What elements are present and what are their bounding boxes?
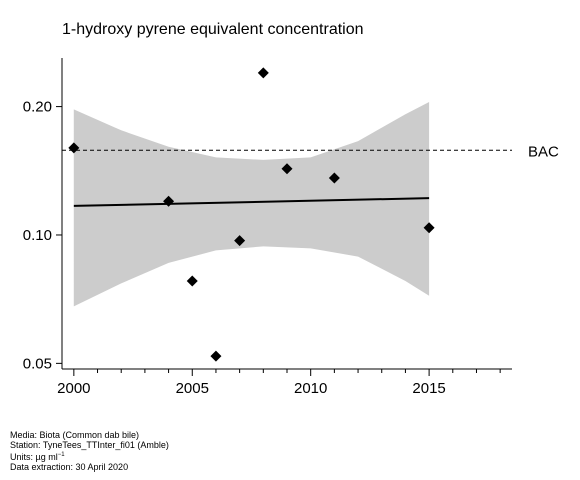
y-tick-label: 0.10	[23, 227, 52, 244]
data-point	[234, 235, 246, 247]
data-point	[328, 172, 340, 184]
footer-units: Units: µg ml−1	[10, 450, 169, 462]
data-point	[257, 67, 269, 79]
chart-footer: Media: Biota (Common dab bile) Station: …	[10, 430, 169, 472]
x-tick-label: 2010	[294, 380, 327, 397]
footer-extraction: Data extraction: 30 April 2020	[10, 462, 129, 472]
chart-title: 1-hydroxy pyrene equivalent concentratio…	[62, 21, 364, 38]
footer-units-text: Units: µg ml	[10, 452, 58, 462]
y-tick-label: 0.20	[23, 99, 52, 116]
data-point	[186, 275, 198, 287]
axes: 0.05 0.10 0.20 2000 2005 2010 2015	[23, 58, 512, 397]
footer-units-exponent: −1	[57, 452, 65, 458]
data-point	[210, 350, 222, 362]
plot-area: BAC	[62, 67, 559, 362]
x-tick-label: 2000	[57, 380, 90, 397]
data-point	[281, 163, 293, 175]
bac-label: BAC	[528, 143, 559, 160]
x-tick-label: 2015	[412, 380, 445, 397]
data-point	[423, 222, 435, 234]
confidence-band	[73, 102, 430, 307]
data-point	[163, 195, 175, 207]
footer-media: Media: Biota (Common dab bile)	[10, 430, 140, 440]
x-tick-label: 2005	[176, 380, 209, 397]
trend-line	[73, 197, 430, 207]
y-tick-label: 0.05	[23, 355, 52, 372]
footer-station: Station: TyneTees_TTInter_fi01 (Amble)	[10, 440, 169, 450]
data-point	[68, 142, 80, 154]
